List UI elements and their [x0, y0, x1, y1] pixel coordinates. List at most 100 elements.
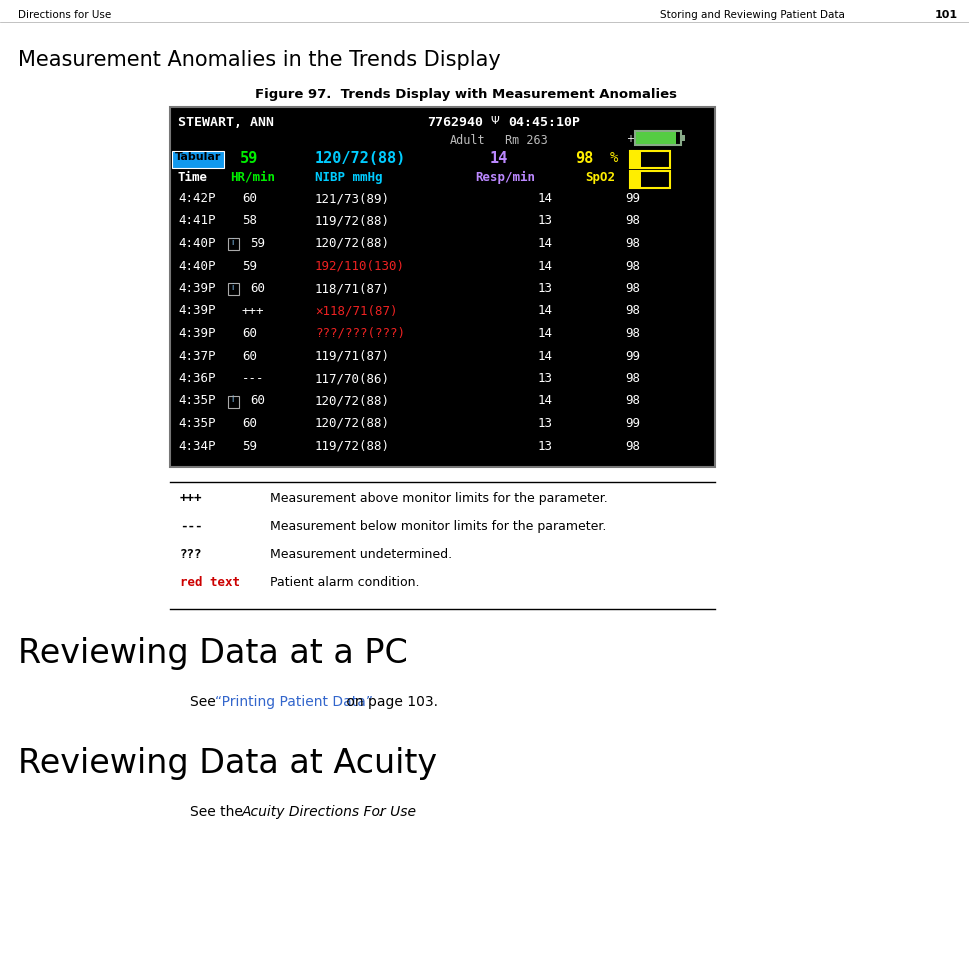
Text: 99: 99: [624, 417, 640, 430]
Text: 04:45:10P: 04:45:10P: [508, 116, 579, 129]
Text: 119/72(88): 119/72(88): [315, 214, 390, 228]
Text: 98: 98: [624, 327, 640, 340]
Text: 98: 98: [624, 394, 640, 407]
Text: 4:35P: 4:35P: [178, 417, 215, 430]
Text: 14: 14: [538, 350, 552, 362]
Text: 60: 60: [241, 192, 257, 205]
Text: 14: 14: [538, 237, 552, 250]
FancyBboxPatch shape: [680, 135, 684, 141]
Text: 4:39P: 4:39P: [178, 305, 215, 318]
Text: Reviewing Data at a PC: Reviewing Data at a PC: [18, 637, 407, 670]
Text: 98: 98: [624, 259, 640, 273]
Text: 98: 98: [624, 439, 640, 453]
Text: 119/72(88): 119/72(88): [315, 439, 390, 453]
Text: Patient alarm condition.: Patient alarm condition.: [269, 576, 419, 589]
Text: 60: 60: [250, 282, 265, 295]
Text: ???: ???: [180, 548, 203, 561]
Text: Measurement Anomalies in the Trends Display: Measurement Anomalies in the Trends Disp…: [18, 50, 500, 70]
Text: ---: ---: [241, 372, 265, 385]
Text: 99: 99: [624, 192, 640, 205]
Text: 13: 13: [538, 214, 552, 228]
Text: 4:40P: 4:40P: [178, 237, 215, 250]
Text: Storing and Reviewing Patient Data: Storing and Reviewing Patient Data: [659, 10, 844, 20]
Text: 4:41P: 4:41P: [178, 214, 215, 228]
Text: 59: 59: [239, 151, 258, 166]
Text: 60: 60: [241, 417, 257, 430]
Text: Directions for Use: Directions for Use: [18, 10, 111, 20]
Text: +: +: [625, 134, 634, 144]
Text: 120/72(88): 120/72(88): [315, 394, 390, 407]
Text: 4:37P: 4:37P: [178, 350, 215, 362]
Text: 98: 98: [624, 282, 640, 295]
FancyBboxPatch shape: [170, 107, 714, 467]
Text: See the: See the: [190, 805, 247, 819]
Text: 4:39P: 4:39P: [178, 327, 215, 340]
Text: See: See: [190, 695, 220, 709]
Text: 99: 99: [624, 350, 640, 362]
FancyBboxPatch shape: [636, 132, 675, 144]
Text: 4:42P: 4:42P: [178, 192, 215, 205]
Text: .: .: [378, 805, 382, 819]
Text: 98: 98: [624, 214, 640, 228]
Text: 117/70(86): 117/70(86): [315, 372, 390, 385]
Text: 120/72(88): 120/72(88): [315, 417, 390, 430]
Text: ✕118/71(87): ✕118/71(87): [315, 305, 397, 318]
Text: 13: 13: [538, 282, 552, 295]
Text: Time: Time: [178, 171, 207, 184]
Text: 119/71(87): 119/71(87): [315, 350, 390, 362]
Text: 4:40P: 4:40P: [178, 259, 215, 273]
Text: 4:35P: 4:35P: [178, 394, 215, 407]
Text: Acuity Directions For Use: Acuity Directions For Use: [241, 805, 417, 819]
Text: 120/72(88): 120/72(88): [315, 151, 406, 166]
FancyBboxPatch shape: [631, 152, 641, 167]
FancyBboxPatch shape: [172, 151, 224, 168]
Text: i: i: [231, 283, 234, 292]
Text: NIBP mmHg: NIBP mmHg: [315, 171, 382, 184]
Text: 14: 14: [489, 151, 508, 166]
Text: 4:34P: 4:34P: [178, 439, 215, 453]
Text: 59: 59: [241, 439, 257, 453]
Text: Measurement undetermined.: Measurement undetermined.: [269, 548, 452, 561]
Text: ???/???(???): ???/???(???): [315, 327, 405, 340]
Text: 59: 59: [241, 259, 257, 273]
Text: 118/71(87): 118/71(87): [315, 282, 390, 295]
Text: 13: 13: [538, 439, 552, 453]
Text: Tabular: Tabular: [174, 152, 221, 162]
Text: 4:39P: 4:39P: [178, 282, 215, 295]
Text: Ψ: Ψ: [489, 116, 498, 126]
Text: 4:36P: 4:36P: [178, 372, 215, 385]
Text: Measurement below monitor limits for the parameter.: Measurement below monitor limits for the…: [269, 520, 606, 533]
Text: 120/72(88): 120/72(88): [315, 237, 390, 250]
Text: Measurement above monitor limits for the parameter.: Measurement above monitor limits for the…: [269, 492, 608, 505]
Text: 60: 60: [241, 350, 257, 362]
Text: Rm 263: Rm 263: [505, 134, 547, 147]
Text: i: i: [231, 395, 234, 404]
Text: “Printing Patient Data”: “Printing Patient Data”: [215, 695, 373, 709]
Text: 14: 14: [538, 192, 552, 205]
Text: 14: 14: [538, 259, 552, 273]
Text: 192/110(130): 192/110(130): [315, 259, 405, 273]
Text: 60: 60: [250, 394, 265, 407]
Text: %: %: [610, 151, 617, 165]
Text: 121/73(89): 121/73(89): [315, 192, 390, 205]
Text: i: i: [231, 238, 234, 247]
Text: +++: +++: [241, 305, 265, 318]
Text: 13: 13: [538, 372, 552, 385]
Text: 98: 98: [624, 372, 640, 385]
Text: 98: 98: [624, 305, 640, 318]
Text: on page 103.: on page 103.: [342, 695, 438, 709]
Text: 14: 14: [538, 394, 552, 407]
Text: 98: 98: [575, 151, 593, 166]
Text: Adult: Adult: [450, 134, 485, 147]
Text: 13: 13: [538, 417, 552, 430]
Text: 14: 14: [538, 327, 552, 340]
Text: 60: 60: [241, 327, 257, 340]
Text: ---: ---: [180, 520, 203, 533]
Text: 58: 58: [241, 214, 257, 228]
Text: HR/min: HR/min: [230, 171, 275, 184]
Text: Reviewing Data at Acuity: Reviewing Data at Acuity: [18, 747, 437, 780]
Text: 101: 101: [934, 10, 957, 20]
Text: SpO2: SpO2: [584, 171, 614, 184]
Text: STEWART, ANN: STEWART, ANN: [178, 116, 273, 129]
Text: +++: +++: [180, 492, 203, 505]
